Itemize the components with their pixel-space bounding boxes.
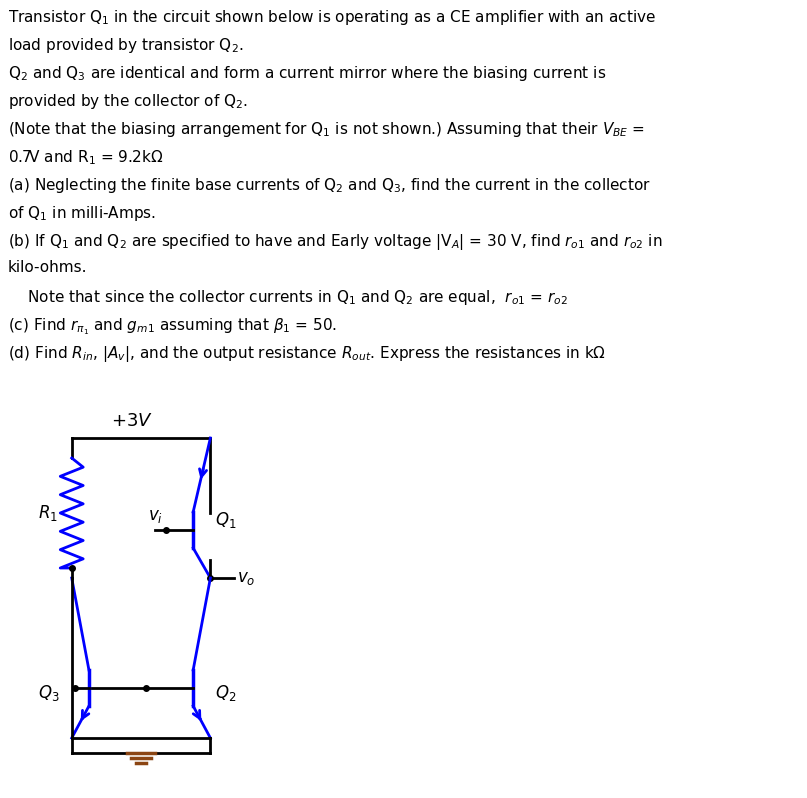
Text: (d) Find $R_{in}$, |$A_v$|, and the output resistance $R_{out}$. Express the res: (d) Find $R_{in}$, |$A_v$|, and the outp… (7, 344, 606, 364)
Text: (a) Neglecting the finite base currents of Q$_2$ and Q$_3$, find the current in : (a) Neglecting the finite base currents … (7, 176, 650, 195)
Text: of Q$_1$ in milli-Amps.: of Q$_1$ in milli-Amps. (7, 204, 156, 223)
Text: Transistor Q$_1$ in the circuit shown below is operating as a CE amplifier with : Transistor Q$_1$ in the circuit shown be… (7, 8, 655, 27)
Text: provided by the collector of Q$_2$.: provided by the collector of Q$_2$. (7, 92, 248, 111)
Text: $Q_1$: $Q_1$ (215, 510, 236, 530)
Text: Note that since the collector currents in Q$_1$ and Q$_2$ are equal,  $r_{o1}$ =: Note that since the collector currents i… (7, 288, 567, 307)
Text: 0.7V and R$_1$ = 9.2k$\Omega$: 0.7V and R$_1$ = 9.2k$\Omega$ (7, 148, 163, 167)
Text: $Q_3$: $Q_3$ (38, 683, 60, 703)
Text: (b) If Q$_1$ and Q$_2$ are specified to have and Early voltage |V$_A$| = 30 V, f: (b) If Q$_1$ and Q$_2$ are specified to … (7, 232, 663, 252)
Text: $R_1$: $R_1$ (38, 503, 58, 523)
Text: Q$_2$ and Q$_3$ are identical and form a current mirror where the biasing curren: Q$_2$ and Q$_3$ are identical and form a… (7, 64, 606, 83)
Text: kilo-ohms.: kilo-ohms. (7, 260, 87, 275)
Text: (c) Find $r_{\pi_1}$ and $g_{m1}$ assuming that $\beta_1$ = 50.: (c) Find $r_{\pi_1}$ and $g_{m1}$ assumi… (7, 316, 337, 337)
Text: $v_o$: $v_o$ (237, 569, 256, 587)
Text: $Q_2$: $Q_2$ (215, 683, 236, 703)
Text: $v_i$: $v_i$ (148, 507, 162, 525)
Text: (Note that the biasing arrangement for Q$_1$ is not shown.) Assuming that their : (Note that the biasing arrangement for Q… (7, 120, 645, 139)
Text: $+3V$: $+3V$ (111, 412, 153, 430)
Text: load provided by transistor Q$_2$.: load provided by transistor Q$_2$. (7, 36, 243, 55)
